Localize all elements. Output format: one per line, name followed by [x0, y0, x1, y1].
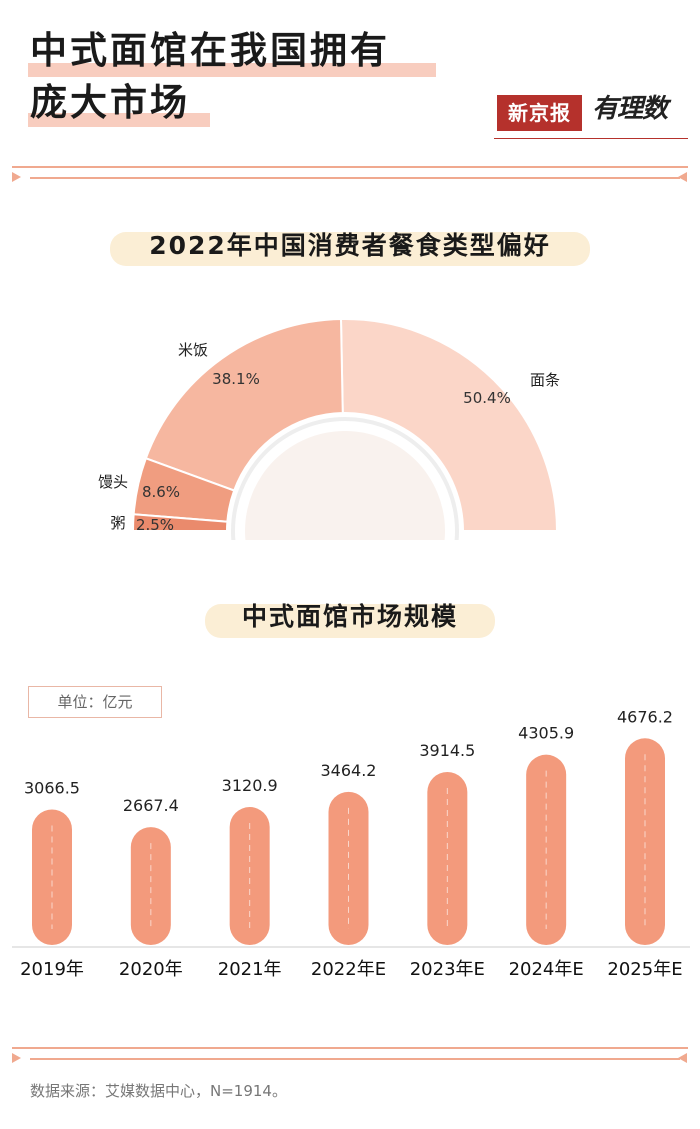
- x-tick-label: 2024年E: [509, 959, 584, 980]
- divider-top-inner: [30, 177, 680, 179]
- pie-value-label: 8.6%: [142, 483, 180, 501]
- pie-slice-2: [144, 318, 344, 492]
- bar-value-label: 3120.9: [222, 776, 278, 795]
- x-tick-label: 2025年E: [607, 959, 682, 980]
- pie-slice-label: 面条: [530, 371, 560, 389]
- bar-value-label: 2667.4: [123, 796, 179, 815]
- pie-title-bg: [110, 232, 590, 266]
- bar-value-label: 3066.5: [24, 778, 80, 797]
- unit-label: 单位：亿元: [28, 686, 162, 718]
- bar-value-label: 3914.5: [419, 741, 475, 760]
- divider-bottom-inner: [30, 1058, 680, 1060]
- pie-slice-1: [339, 318, 559, 532]
- x-tick-label: 2023年E: [410, 959, 485, 980]
- title-highlight-1: [28, 63, 436, 77]
- brand-logo-script: 有理数: [592, 94, 668, 124]
- data-source-note: 数据来源：艾媒数据中心，N=1914。: [30, 1082, 287, 1100]
- pie-slice-label: 馒头: [98, 473, 128, 491]
- pie-slice-label: 粥: [110, 514, 125, 532]
- bar-value-label: 4305.9: [518, 724, 574, 743]
- divider-arrow-left-icon: [12, 172, 21, 182]
- x-tick-label: 2020年: [119, 959, 183, 980]
- bar-title-bg: [205, 604, 495, 638]
- x-tick-label: 2021年: [218, 959, 282, 980]
- pie-chart-title: 2022年中国消费者餐食类型偏好: [149, 231, 551, 260]
- divider-bottom-arrow-left-icon: [12, 1053, 21, 1063]
- divider-top: [12, 166, 688, 168]
- pie-value-label: 2.5%: [136, 516, 174, 534]
- logo-underline: [494, 138, 688, 139]
- title-highlight-2: [28, 113, 210, 127]
- brand-logo: 新京报: [497, 95, 582, 131]
- bar-value-label: 4676.2: [617, 707, 673, 726]
- page-title-line1: 中式面馆在我国拥有: [30, 29, 390, 72]
- bar: [130, 827, 171, 945]
- pie-value-label: 50.4%: [463, 389, 511, 407]
- bar-chart-title: 中式面馆市场规模: [241, 602, 458, 631]
- x-tick-label: 2019年: [20, 959, 84, 980]
- market-size-bar-chart: 3066.5 2019年 2667.4 2020年 3120.9 2021年 3464.2 2…: [12, 707, 690, 980]
- divider-bottom-arrow-right-icon: [678, 1053, 687, 1063]
- x-tick-label: 2022年E: [311, 959, 386, 980]
- pie-value-label: 38.1%: [212, 370, 260, 388]
- bar-value-label: 3464.2: [321, 761, 377, 780]
- pie-slice-4: [131, 513, 229, 532]
- divider-arrow-right-icon: [678, 172, 687, 182]
- divider-bottom: [12, 1047, 688, 1049]
- bar: [625, 738, 665, 945]
- bar: [32, 809, 72, 945]
- bar: [229, 807, 270, 945]
- page-title-line2: 庞大市场: [30, 81, 190, 124]
- pie-slice-label: 米饭: [178, 341, 208, 359]
